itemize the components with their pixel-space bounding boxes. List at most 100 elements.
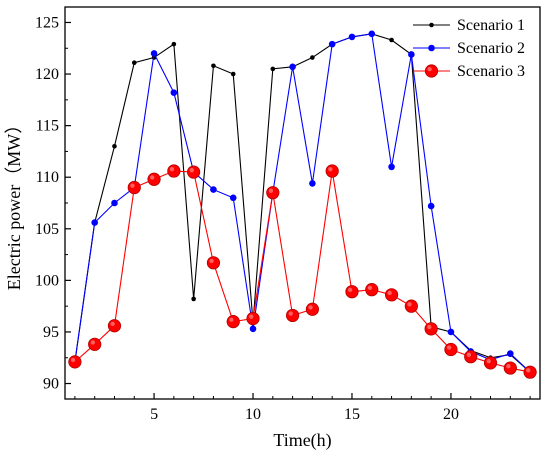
- data-point-highlight: [526, 368, 531, 373]
- data-point: [210, 186, 217, 193]
- series-line-2: [74, 33, 531, 373]
- data-point: [150, 50, 158, 57]
- data-point: [171, 41, 177, 47]
- y-tick-label: 105: [35, 221, 59, 238]
- data-point-highlight: [407, 302, 412, 307]
- data-point-highlight: [90, 340, 95, 345]
- data-point-highlight: [268, 188, 274, 193]
- legend-marker: [424, 64, 439, 78]
- legend-marker-highlight: [427, 66, 432, 72]
- x-axis-title: Time(h): [273, 430, 331, 451]
- data-point-highlight: [466, 352, 472, 358]
- data-point: [226, 315, 240, 329]
- y-tick-label: 100: [35, 272, 59, 289]
- data-point: [270, 66, 276, 72]
- data-point-highlight: [486, 358, 491, 364]
- y-tick-label: 120: [35, 66, 59, 83]
- data-point-highlight: [387, 290, 392, 296]
- data-point: [424, 322, 438, 336]
- legend-item-1: Scenario 1: [413, 17, 525, 34]
- data-point: [404, 299, 418, 313]
- data-point: [230, 71, 236, 77]
- data-point: [266, 186, 280, 200]
- data-point: [167, 164, 181, 178]
- data-point: [191, 296, 196, 302]
- data-point: [88, 337, 102, 351]
- y-tick-label: 95: [43, 324, 59, 341]
- data-point: [328, 40, 336, 48]
- data-point: [187, 165, 201, 179]
- data-point: [483, 356, 498, 370]
- data-point-highlight: [446, 345, 452, 350]
- data-point: [211, 63, 216, 69]
- data-point-highlight: [209, 258, 214, 264]
- data-point: [305, 302, 319, 316]
- data-point: [249, 325, 257, 333]
- data-point: [310, 55, 315, 60]
- data-point: [464, 350, 478, 364]
- y-tick-label: 90: [43, 376, 59, 393]
- data-point: [147, 172, 161, 186]
- data-point: [309, 180, 316, 187]
- data-point-highlight: [248, 314, 254, 319]
- data-point: [229, 194, 237, 202]
- data-point-highlight: [367, 285, 373, 290]
- data-point: [447, 328, 455, 336]
- series-3: [68, 164, 537, 379]
- data-point: [389, 37, 394, 43]
- data-point: [325, 164, 339, 178]
- x-tick-label: 20: [443, 406, 459, 423]
- data-point: [507, 350, 514, 357]
- data-point: [206, 256, 221, 270]
- ticks-layer: 5 10 15 20 90 95 100 105 110 115 120 125: [35, 14, 531, 423]
- data-point: [111, 199, 118, 207]
- x-tick-label: 5: [150, 406, 158, 423]
- x-tick-label: 15: [344, 406, 360, 423]
- legend: Scenario 1 Scenario 2 Scenario 3: [413, 17, 525, 80]
- data-point-highlight: [189, 168, 194, 173]
- y-tick-label: 110: [36, 169, 59, 186]
- data-point: [348, 33, 356, 41]
- data-point: [444, 342, 458, 357]
- data-point: [91, 219, 98, 226]
- data-point-highlight: [288, 311, 293, 316]
- data-point: [107, 319, 122, 333]
- data-point: [68, 355, 82, 369]
- data-point: [131, 60, 137, 66]
- data-point: [170, 89, 178, 96]
- data-point: [286, 308, 300, 323]
- legend-item-2: Scenario 2: [413, 40, 525, 57]
- data-point-highlight: [328, 166, 333, 172]
- data-point: [503, 361, 517, 375]
- legend-label: Scenario 2: [457, 40, 525, 57]
- data-point: [408, 51, 415, 58]
- data-point: [112, 143, 117, 149]
- series-2: [71, 30, 534, 376]
- series-1: [72, 31, 533, 375]
- data-point: [427, 202, 435, 210]
- data-point-highlight: [427, 324, 432, 330]
- legend-label: Scenario 1: [457, 17, 525, 34]
- data-point: [246, 311, 260, 326]
- data-point-highlight: [506, 364, 511, 369]
- data-point-highlight: [347, 287, 353, 293]
- data-point: [523, 365, 537, 379]
- data-point: [345, 285, 359, 299]
- legend-label: Scenario 3: [457, 63, 525, 80]
- series-line-1: [74, 33, 531, 373]
- data-point-highlight: [169, 166, 175, 172]
- legend-marker: [428, 44, 435, 52]
- y-tick-label: 125: [35, 14, 59, 31]
- data-point: [127, 180, 141, 195]
- data-point-highlight: [150, 175, 155, 180]
- data-point-highlight: [70, 357, 76, 363]
- data-point-highlight: [308, 305, 313, 310]
- x-tick-label: 10: [245, 406, 261, 423]
- data-point: [365, 283, 379, 297]
- data-point: [388, 163, 395, 171]
- series-layer: [68, 30, 537, 379]
- legend-marker: [429, 22, 434, 28]
- data-point-highlight: [130, 183, 135, 188]
- data-point: [384, 288, 399, 302]
